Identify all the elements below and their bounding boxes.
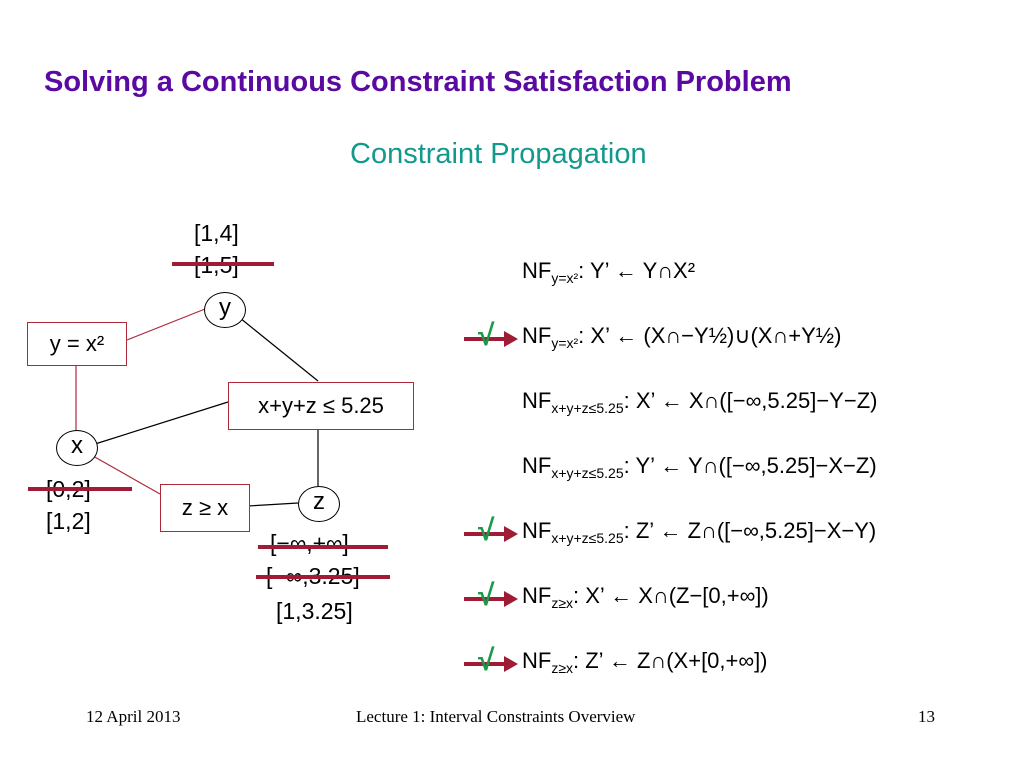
edge-ge-z	[247, 502, 299, 507]
rule-row: NFy=x²: Y’ ← Y∩X²	[522, 258, 695, 286]
rule-subscript: y=x²	[551, 335, 579, 351]
rule-applied-arrow	[464, 526, 518, 542]
constraint-sum: x+y+z ≤ 5.25	[228, 382, 414, 430]
check-mark-icon: √	[478, 644, 495, 677]
rule-nf: NF	[522, 323, 552, 348]
rule-body: : X’ ← (X∩−Y½)∪(X∩+Y½)	[578, 323, 842, 348]
rule-body: : Z’ ← Z∩(X+[0,+∞])	[573, 648, 768, 673]
rule-applied-arrow	[464, 591, 518, 607]
edge-x-sum	[94, 401, 229, 445]
rule-row: NFy=x²: X’ ← (X∩−Y½)∪(X∩+Y½)	[522, 323, 841, 351]
arrow-head	[504, 656, 518, 672]
rule-body: : X’ ← X∩([−∞,5.25]−Y−Z)	[623, 388, 878, 413]
rule-body: : Y’ ← Y∩([−∞,5.25]−X−Z)	[623, 453, 877, 478]
rule-row: NFz≥x: X’ ← X∩(Z−[0,+∞])	[522, 583, 769, 611]
rule-row: NFx+y+z≤5.25: Y’ ← Y∩([−∞,5.25]−X−Z)	[522, 453, 877, 481]
rule-subscript: x+y+z≤5.25	[551, 400, 624, 416]
arrow-head	[504, 526, 518, 542]
rule-body: : X’ ← X∩(Z−[0,+∞])	[573, 583, 769, 608]
domain-y-current: [1,4]	[194, 220, 239, 246]
node-y: y	[204, 292, 246, 328]
domain-x-current: [1,2]	[46, 508, 91, 534]
domain-z-current: [1,3.25]	[276, 598, 353, 624]
rule-applied-arrow	[464, 331, 518, 347]
footer-page-number: 13	[918, 707, 935, 726]
rule-nf: NF	[522, 518, 552, 543]
rule-subscript: z≥x	[551, 660, 574, 676]
edge-x-ge	[92, 455, 161, 495]
rule-subscript: y=x²	[551, 270, 579, 286]
rule-applied-arrow	[464, 656, 518, 672]
slide-title: Solving a Continuous Constraint Satisfac…	[44, 66, 792, 98]
rule-body: : Z’ ← Z∩([−∞,5.25]−X−Y)	[623, 518, 877, 543]
rule-subscript: x+y+z≤5.25	[551, 530, 624, 546]
node-x: x	[56, 430, 98, 466]
rule-body: : Y’ ← Y∩X²	[578, 258, 696, 283]
footer-date: 12 April 2013	[86, 707, 181, 726]
rule-nf: NF	[522, 258, 552, 283]
edge-y-square	[126, 308, 206, 341]
rule-subscript: z≥x	[551, 595, 574, 611]
rule-row: NFx+y+z≤5.25: Z’ ← Z∩([−∞,5.25]−X−Y)	[522, 518, 876, 546]
check-mark-icon: √	[478, 514, 495, 547]
edge-y-sum	[239, 317, 319, 382]
node-z: z	[298, 486, 340, 522]
slide-subtitle: Constraint Propagation	[350, 138, 647, 170]
rule-subscript: x+y+z≤5.25	[551, 465, 624, 481]
footer-title: Lecture 1: Interval Constraints Overview	[356, 707, 636, 726]
domain-z-struck-1: [−∞,+∞]	[270, 530, 349, 556]
rule-nf: NF	[522, 453, 552, 478]
arrow-head	[504, 591, 518, 607]
check-mark-icon: √	[478, 319, 495, 352]
rule-nf: NF	[522, 583, 552, 608]
rule-nf: NF	[522, 388, 552, 413]
constraint-ge: z ≥ x	[160, 484, 250, 532]
check-mark-icon: √	[478, 579, 495, 612]
arrow-head	[504, 331, 518, 347]
rule-row: NFz≥x: Z’ ← Z∩(X+[0,+∞])	[522, 648, 768, 676]
rule-nf: NF	[522, 648, 552, 673]
rule-row: NFx+y+z≤5.25: X’ ← X∩([−∞,5.25]−Y−Z)	[522, 388, 877, 416]
constraint-square: y = x²	[27, 322, 127, 366]
